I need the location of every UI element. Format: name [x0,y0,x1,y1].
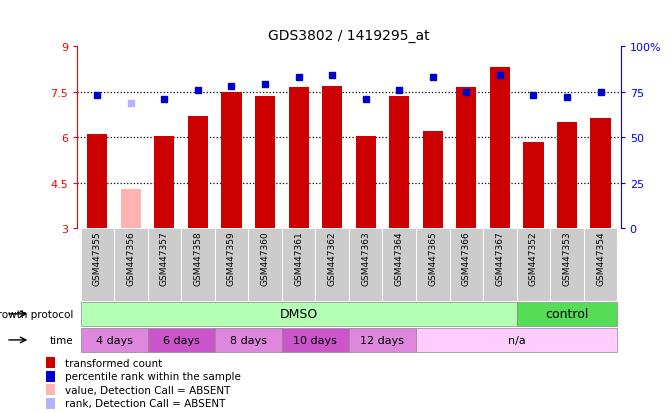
Bar [517,302,617,326]
Bar [423,132,443,229]
Bar [416,229,450,301]
Bar [221,93,242,229]
Text: n/a: n/a [508,335,525,345]
Bar [215,229,248,301]
Bar [356,136,376,229]
Bar [46,398,55,409]
Bar [322,86,342,229]
Text: GSM447352: GSM447352 [529,231,538,285]
Text: value, Detection Call = ABSENT: value, Detection Call = ABSENT [64,385,230,395]
Text: growth protocol: growth protocol [0,309,74,319]
Text: control: control [546,308,588,320]
Text: 10 days: 10 days [293,335,338,345]
Bar [557,123,577,229]
Title: GDS3802 / 1419295_at: GDS3802 / 1419295_at [268,29,429,43]
Bar [154,136,174,229]
Text: 12 days: 12 days [360,335,405,345]
Bar [215,328,282,352]
Text: GSM447367: GSM447367 [495,231,505,285]
Bar [550,229,584,301]
Bar [590,118,611,229]
Bar [517,229,550,301]
Text: GSM447360: GSM447360 [260,231,270,285]
Bar [181,229,215,301]
Text: GSM447362: GSM447362 [327,231,337,285]
Text: GSM447353: GSM447353 [562,231,572,285]
Bar [255,97,275,229]
Text: GSM447358: GSM447358 [193,231,203,285]
Bar [114,229,148,301]
Bar [282,229,315,301]
Bar [87,135,107,229]
Bar [483,229,517,301]
Text: GSM447364: GSM447364 [395,231,404,285]
Text: GSM447363: GSM447363 [361,231,370,285]
Text: time: time [50,335,74,345]
Bar [81,302,517,326]
Bar [81,328,148,352]
Bar [490,68,510,229]
Text: GSM447366: GSM447366 [462,231,471,285]
Text: GSM447354: GSM447354 [596,231,605,285]
Bar [416,328,617,352]
Bar [389,97,409,229]
Text: GSM447361: GSM447361 [294,231,303,285]
Bar [121,190,141,229]
Text: GSM447359: GSM447359 [227,231,236,285]
Text: GSM447365: GSM447365 [428,231,437,285]
Text: transformed count: transformed count [64,358,162,368]
Bar [349,328,416,352]
Bar [81,229,114,301]
Bar [315,229,349,301]
Text: GSM447355: GSM447355 [93,231,102,285]
Text: percentile rank within the sample: percentile rank within the sample [64,371,240,381]
Text: GSM447357: GSM447357 [160,231,169,285]
Text: 4 days: 4 days [95,335,133,345]
Bar [46,357,55,368]
Bar [148,229,181,301]
Bar [248,229,282,301]
Bar [46,371,55,382]
Bar [188,117,208,229]
Bar [523,142,544,229]
Bar [289,88,309,229]
Bar [282,328,349,352]
Text: rank, Detection Call = ABSENT: rank, Detection Call = ABSENT [64,398,225,408]
Bar [349,229,382,301]
Text: DMSO: DMSO [279,308,318,320]
Text: GSM447356: GSM447356 [126,231,136,285]
Bar [456,88,476,229]
Text: 8 days: 8 days [229,335,267,345]
Text: 6 days: 6 days [163,335,199,345]
Bar [450,229,483,301]
Bar [148,328,215,352]
Bar [382,229,416,301]
Bar [46,384,55,395]
Bar [584,229,617,301]
